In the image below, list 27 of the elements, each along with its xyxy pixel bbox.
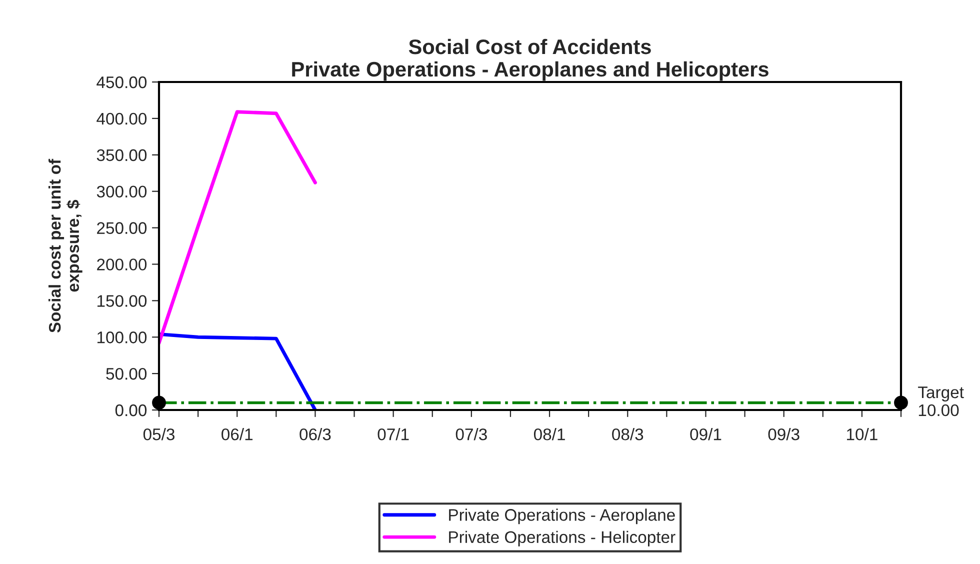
legend-label: Private Operations - Aeroplane — [449, 508, 675, 524]
y-tick-label: 250.00 — [97, 222, 147, 234]
ref-line-label: Target 10.00 — [918, 386, 964, 416]
y-tick-label: 400.00 — [96, 112, 147, 125]
x-tick-label: 07/3 — [456, 428, 487, 440]
y-tick-label: 50.00 — [106, 368, 147, 380]
x-tick-label: 10/1 — [847, 428, 878, 440]
x-tick-label: 06/3 — [300, 428, 331, 440]
legend-label: Private Operations - Helicopter — [449, 530, 676, 546]
y-tick-label: 450.00 — [96, 76, 147, 88]
y-tick-label: 350.00 — [96, 149, 147, 162]
y-tick-label: 300.00 — [96, 186, 147, 198]
y-axis-title: Social cost per unit of exposure, $ — [48, 158, 82, 333]
line-series — [159, 332, 317, 410]
x-tick-label: 07/1 — [378, 428, 409, 440]
x-tick-label: 05/3 — [143, 428, 174, 440]
chart-title: Social Cost of Accidents Private Operations - Aeroplanes and Helicopters — [292, 38, 768, 81]
y-tick-label: 150.00 — [97, 295, 147, 307]
x-tick-label: 08/3 — [612, 428, 644, 440]
y-tick-label: 100.00 — [97, 332, 147, 344]
y-tick-label: 0.00 — [115, 404, 147, 416]
x-tick-label: 09/1 — [690, 428, 722, 440]
x-tick-label: 08/1 — [534, 428, 565, 440]
x-tick-label: 09/3 — [768, 428, 800, 440]
line-series — [159, 110, 317, 345]
y-tick-label: 200.00 — [97, 258, 147, 270]
x-tick-label: 06/1 — [222, 428, 253, 440]
